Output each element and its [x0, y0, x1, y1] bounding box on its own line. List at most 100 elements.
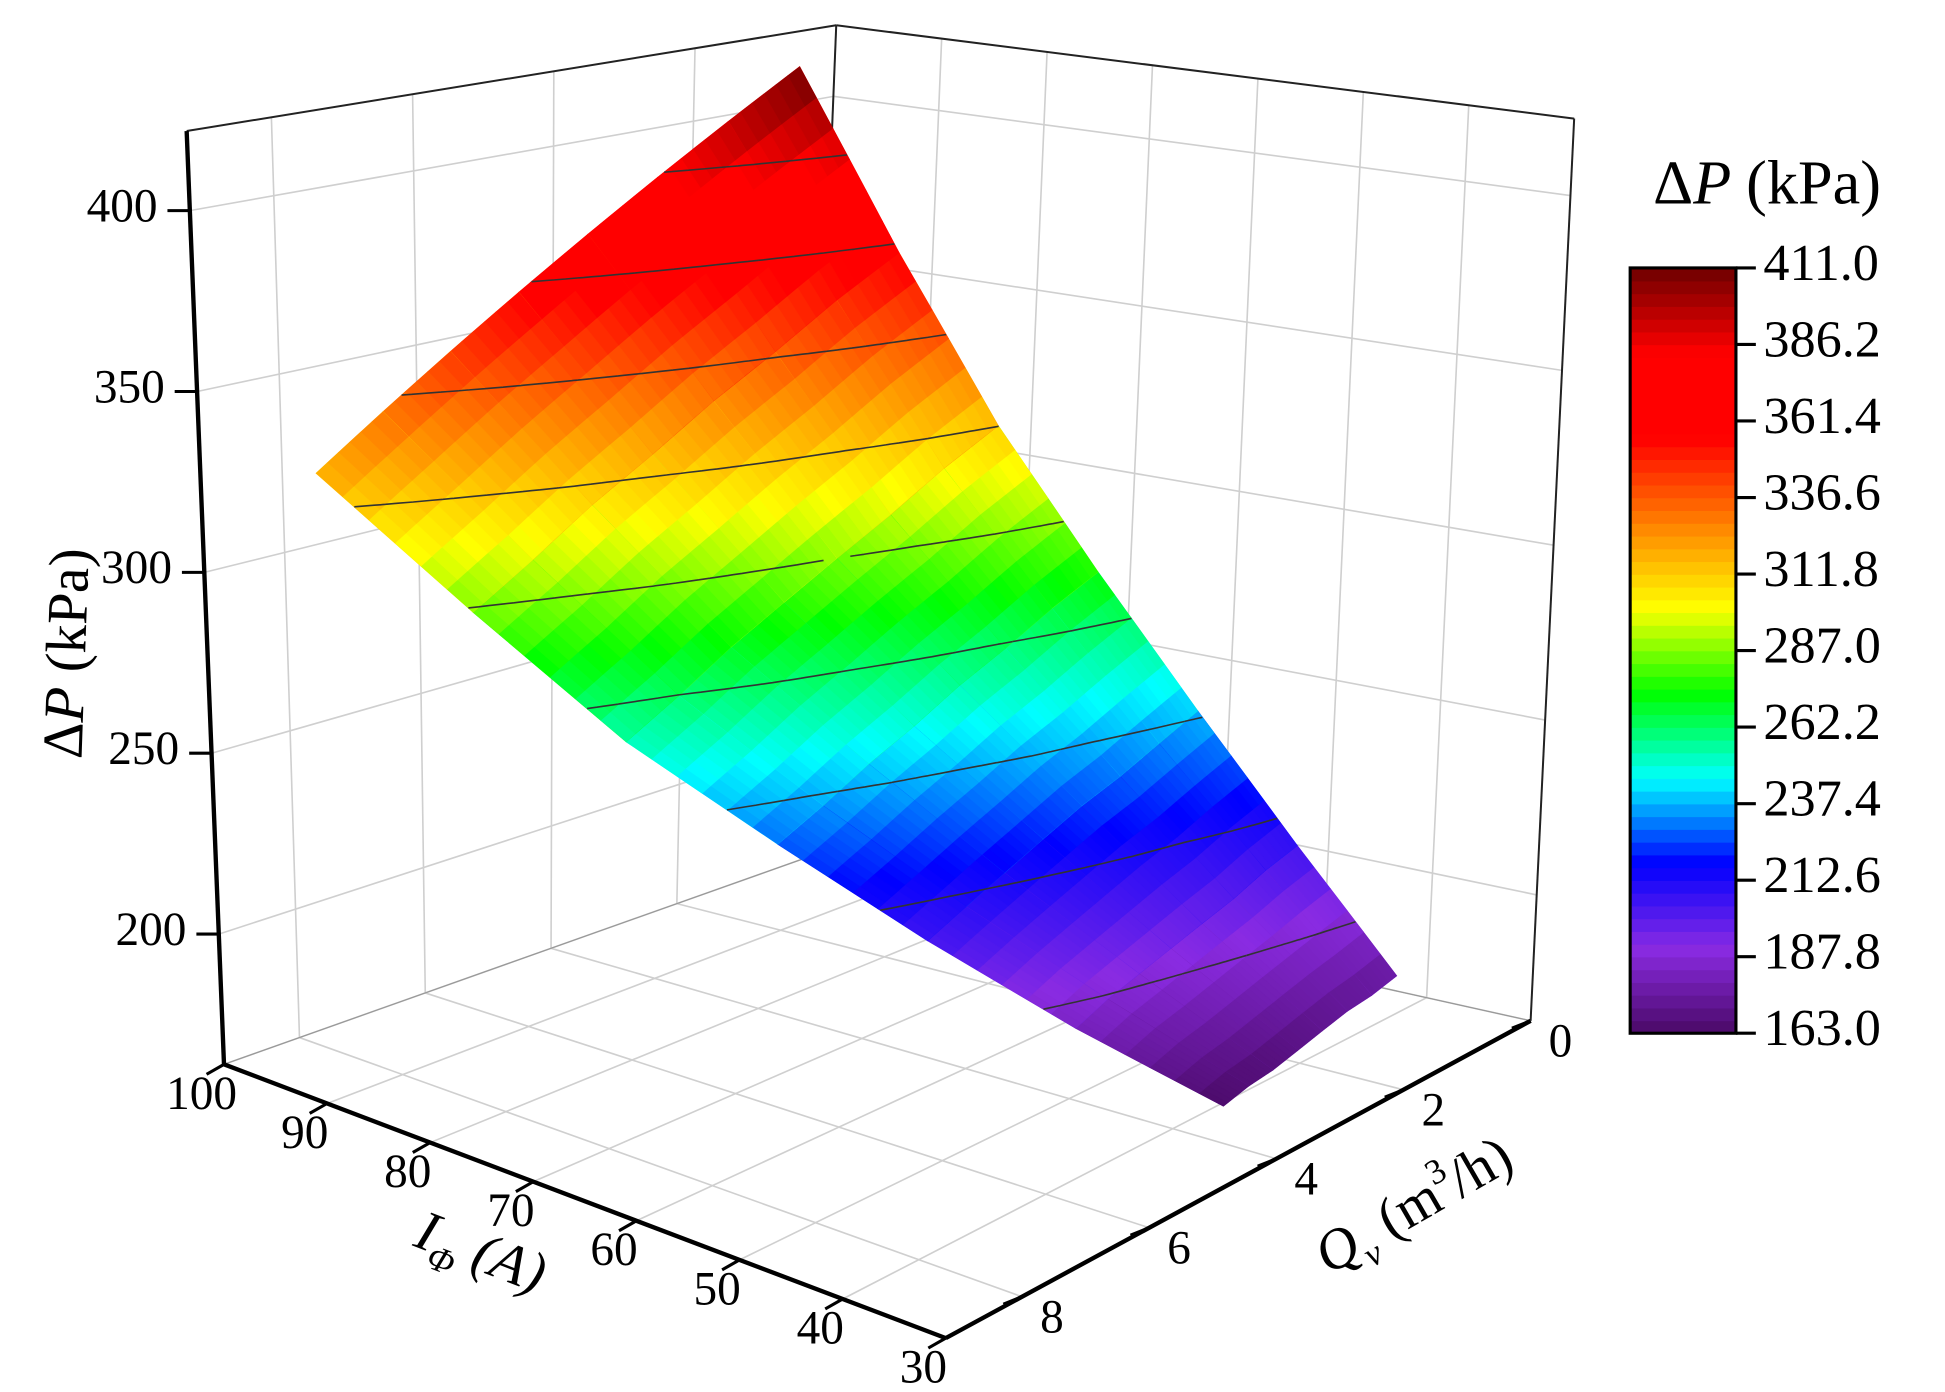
y-tick-label: 2: [1422, 1085, 1446, 1137]
grid-line: [550, 947, 1277, 1160]
grid-line: [270, 117, 301, 1038]
y-tick: [1129, 1226, 1150, 1237]
colorbar-band: [1630, 867, 1736, 881]
colorbar-tick-label: 163.0: [1763, 999, 1881, 1057]
box-edge: [836, 24, 1575, 120]
z-axis-title-prefix: Δ: [32, 721, 96, 760]
colorbar-band: [1630, 344, 1736, 358]
colorbar-band: [1630, 280, 1736, 295]
colorbar-band: [1630, 472, 1736, 486]
colorbar-band: [1630, 574, 1736, 588]
colorbar-band: [1630, 982, 1736, 996]
colorbar-band: [1630, 561, 1736, 575]
grid-line: [833, 95, 1571, 197]
colorbar-band: [1630, 535, 1736, 550]
colorbar-band: [1630, 969, 1736, 983]
colorbar-title-prefix: Δ: [1653, 150, 1693, 218]
colorbar-band: [1630, 803, 1736, 818]
colorbar-band: [1630, 816, 1736, 830]
colorbar-tick-label: 212.6: [1763, 846, 1881, 904]
colorbar-tick-label: 262.2: [1763, 693, 1881, 751]
z-axis-title-unit: (kPa): [35, 547, 102, 673]
colorbar-band: [1630, 701, 1736, 716]
colorbar-band: [1630, 1020, 1736, 1034]
grid-line: [842, 996, 1427, 1300]
x-tick-label: 100: [166, 1068, 237, 1120]
colorbar-band: [1630, 714, 1736, 728]
grid-line: [326, 881, 907, 1105]
colorbar-band: [1630, 446, 1736, 460]
x-tick-label: 60: [590, 1224, 637, 1276]
colorbar-band: [1630, 1007, 1736, 1022]
colorbar-band: [1630, 637, 1736, 652]
colorbar-band: [1630, 484, 1736, 499]
x-tick: [412, 1141, 431, 1154]
y-tick-label: 6: [1167, 1222, 1191, 1274]
box-edge: [186, 24, 837, 133]
colorbar-band: [1630, 752, 1736, 767]
z-tick-label: 400: [87, 180, 158, 232]
colorbar-tick-label: 386.2: [1763, 310, 1881, 368]
contour-line: [354, 425, 999, 508]
colorbar-band: [1630, 267, 1736, 282]
colorbar-band: [1630, 523, 1736, 537]
colorbar-band: [1630, 395, 1736, 409]
colorbar-band: [1630, 497, 1736, 512]
x-tick: [824, 1297, 844, 1311]
colorbar-band: [1630, 829, 1736, 843]
colorbar-band: [1630, 918, 1736, 932]
x-tick-label: 90: [281, 1107, 328, 1159]
colorbar-band: [1630, 357, 1736, 371]
colorbar-title: ΔP (kPa): [1653, 150, 1881, 218]
grid-line: [429, 904, 1011, 1144]
y-tick: [1002, 1295, 1023, 1306]
colorbar-band: [1630, 943, 1736, 958]
x-axis: [223, 1062, 947, 1341]
box-edge: [1529, 118, 1576, 1021]
contour-line: [726, 716, 1203, 811]
grid-line: [1425, 105, 1470, 998]
colorbar-band: [1630, 420, 1736, 435]
colorbar-band: [1630, 433, 1736, 448]
y-tick-label: 8: [1040, 1291, 1064, 1343]
colorbar-tick-label: 336.6: [1763, 464, 1881, 522]
colorbar-tick-label: 361.4: [1763, 387, 1881, 445]
colorbar-band: [1630, 459, 1736, 473]
colorbar-band: [1630, 880, 1736, 894]
surface-shade: [315, 462, 355, 497]
x-axis-title-unit: (A): [464, 1221, 555, 1306]
colorbar-band: [1630, 892, 1736, 907]
colorbar-band: [1630, 765, 1736, 779]
colorbar-band: [1630, 369, 1736, 384]
colorbar-tick-label: 237.4: [1763, 770, 1881, 828]
contour-line: [586, 617, 1132, 710]
y-tick-label: 4: [1294, 1153, 1318, 1205]
colorbar-band: [1630, 318, 1736, 333]
contour-line: [664, 154, 848, 174]
colorbar-tick-label: 287.0: [1763, 617, 1881, 675]
x-tick: [618, 1219, 638, 1233]
colorbar-band: [1630, 994, 1736, 1009]
y-axis-title-unit-end: /h): [1437, 1124, 1524, 1210]
z-axis-title-symbol: P: [33, 686, 97, 724]
x-tick-label: 70: [487, 1185, 534, 1237]
x-tick: [515, 1180, 535, 1193]
x-tick-label: 40: [797, 1302, 844, 1354]
y-tick: [1384, 1088, 1405, 1099]
colorbar-band: [1630, 778, 1736, 792]
colorbar-band: [1630, 382, 1736, 397]
y-tick: [1511, 1019, 1532, 1030]
colorbar-band: [1630, 688, 1736, 703]
colorbar-band: [1630, 408, 1736, 422]
grid-line: [189, 95, 834, 212]
contour-line: [880, 817, 1278, 912]
colorbar-band: [1630, 956, 1736, 971]
colorbar-band: [1630, 727, 1736, 741]
colorbar-band: [1630, 293, 1736, 307]
z-axis-title: ΔP (kPa): [32, 547, 102, 760]
colorbar-tick-label: 187.8: [1763, 923, 1881, 981]
grid-line: [299, 1036, 1023, 1298]
colorbar-band: [1630, 841, 1736, 856]
z-tick-label: 300: [101, 542, 172, 594]
colorbar-tick-label: 411.0: [1763, 234, 1879, 292]
